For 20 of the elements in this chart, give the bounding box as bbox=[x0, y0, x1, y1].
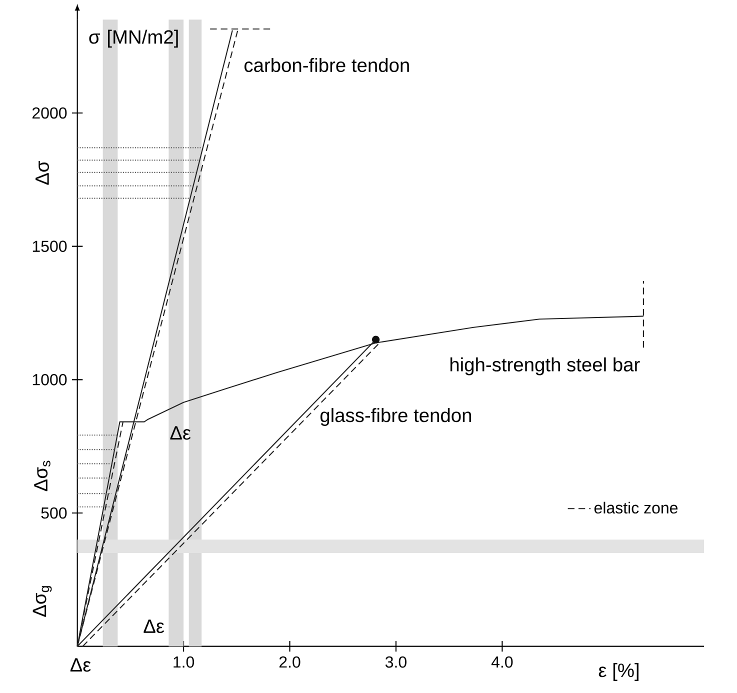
text: Δε bbox=[70, 658, 91, 672]
y-tick-label: 500 bbox=[41, 507, 67, 519]
x-tick-label: 3.0 bbox=[385, 656, 406, 668]
y-tick-label: 2000 bbox=[32, 107, 67, 119]
annotation: carbon-fibre tendon bbox=[244, 58, 409, 72]
x-tick-label: 1.0 bbox=[174, 656, 194, 668]
legend-label: elastic zone bbox=[594, 502, 678, 514]
text: Δσ$_{s}$ bbox=[34, 460, 50, 492]
text: Δσ bbox=[36, 160, 49, 185]
y-tick-label: 1000 bbox=[32, 374, 67, 386]
annotation: high-strength steel bar bbox=[450, 357, 640, 376]
annotation: glass-fibre tendon bbox=[320, 408, 472, 426]
text: Δσ$_{g}$ bbox=[32, 586, 52, 617]
x-axis-title: ε [%] bbox=[598, 663, 638, 681]
annotation: Δε bbox=[170, 426, 191, 440]
y-tick-label: 1500 bbox=[32, 240, 67, 252]
x-tick-label: 4.0 bbox=[491, 656, 513, 668]
annotation: Δε bbox=[144, 620, 164, 634]
y-axis-title: σ [MN/m2] bbox=[89, 30, 178, 48]
x-tick-label: 2.0 bbox=[279, 656, 300, 668]
